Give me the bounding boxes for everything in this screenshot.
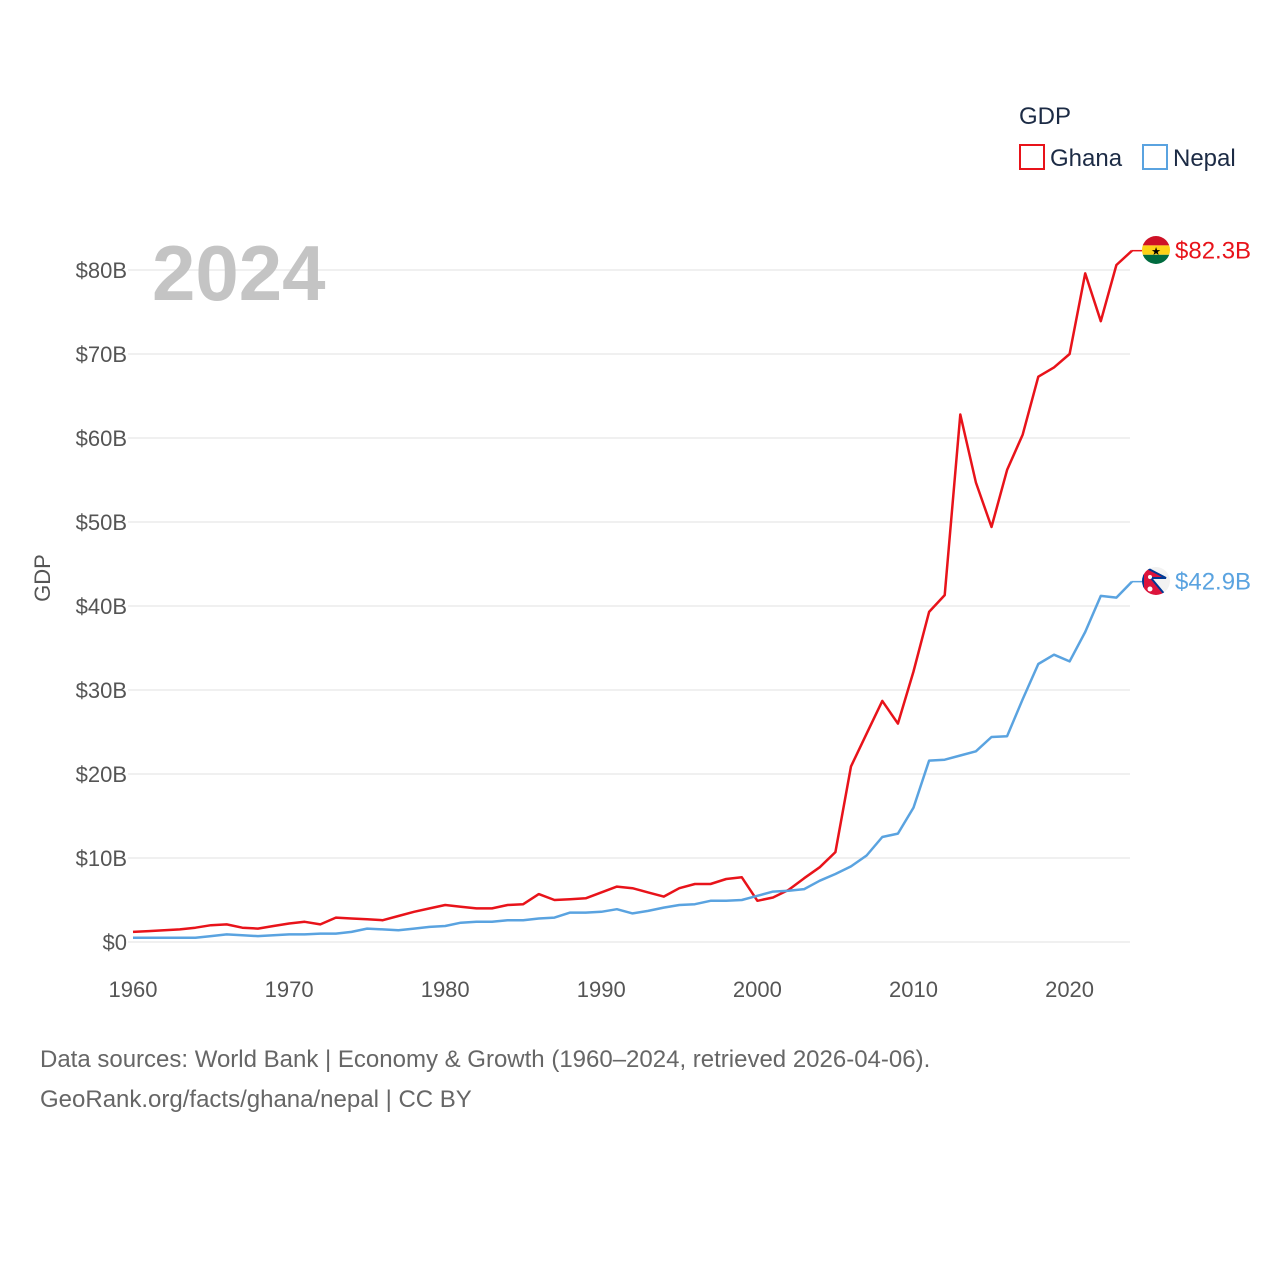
svg-text:★: ★	[1151, 245, 1161, 258]
x-tick-label: 2020	[1045, 977, 1094, 1002]
legend: GDP Ghana Nepal	[1019, 103, 1236, 172]
y-axis-title: GDP	[30, 554, 55, 602]
x-tick-label: 2000	[733, 977, 782, 1002]
source-line: Data sources: World Bank | Economy & Gro…	[40, 1046, 931, 1073]
legend-label-ghana: Ghana	[1050, 145, 1123, 172]
y-tick-label: $80B	[76, 258, 127, 283]
y-tick-label: $0	[103, 930, 127, 955]
legend-swatch-ghana	[1019, 144, 1045, 170]
end-label-nepal: $42.9B	[1175, 569, 1251, 596]
x-tick-label: 1970	[265, 977, 314, 1002]
y-tick-label: $50B	[76, 510, 127, 535]
y-tick-label: $40B	[76, 594, 127, 619]
y-tick-label: $30B	[76, 678, 127, 703]
x-tick-label: 1990	[577, 977, 626, 1002]
gridlines	[128, 269, 1130, 943]
year-label: 2024	[152, 229, 326, 317]
y-tick-label: $70B	[76, 342, 127, 367]
legend-item-ghana[interactable]: Ghana	[1019, 144, 1123, 172]
nepal-flag-icon	[1142, 567, 1170, 595]
y-axis-ticks: $0 $10B $20B $30B $40B $50B $60B $70B $80B	[76, 258, 127, 955]
legend-swatch-nepal	[1142, 144, 1168, 170]
legend-title: GDP	[1019, 103, 1071, 130]
series-lines	[132, 249, 1133, 940]
ghana-flag-icon: ★	[1142, 236, 1170, 264]
x-tick-label: 2010	[889, 977, 938, 1002]
license-line[interactable]: GeoRank.org/facts/ghana/nepal | CC BY	[40, 1086, 472, 1113]
series-line-ghana[interactable]	[132, 249, 1133, 934]
x-tick-label: 1980	[421, 977, 470, 1002]
source-note: Data sources: World Bank | Economy & Gro…	[40, 1040, 930, 1120]
x-tick-label: 1960	[109, 977, 158, 1002]
x-axis-ticks: 1960 1970 1980 1990 2000 2010 2020	[109, 977, 1095, 1002]
series-line-nepal[interactable]	[133, 580, 1133, 940]
legend-item-nepal[interactable]: Nepal	[1142, 144, 1236, 172]
end-label-ghana: $82.3B	[1175, 238, 1251, 265]
y-tick-label: $20B	[76, 762, 127, 787]
end-labels: $82.3B $42.9B	[1132, 238, 1251, 596]
legend-label-nepal: Nepal	[1173, 145, 1236, 172]
y-tick-label: $60B	[76, 426, 127, 451]
y-tick-label: $10B	[76, 846, 127, 871]
